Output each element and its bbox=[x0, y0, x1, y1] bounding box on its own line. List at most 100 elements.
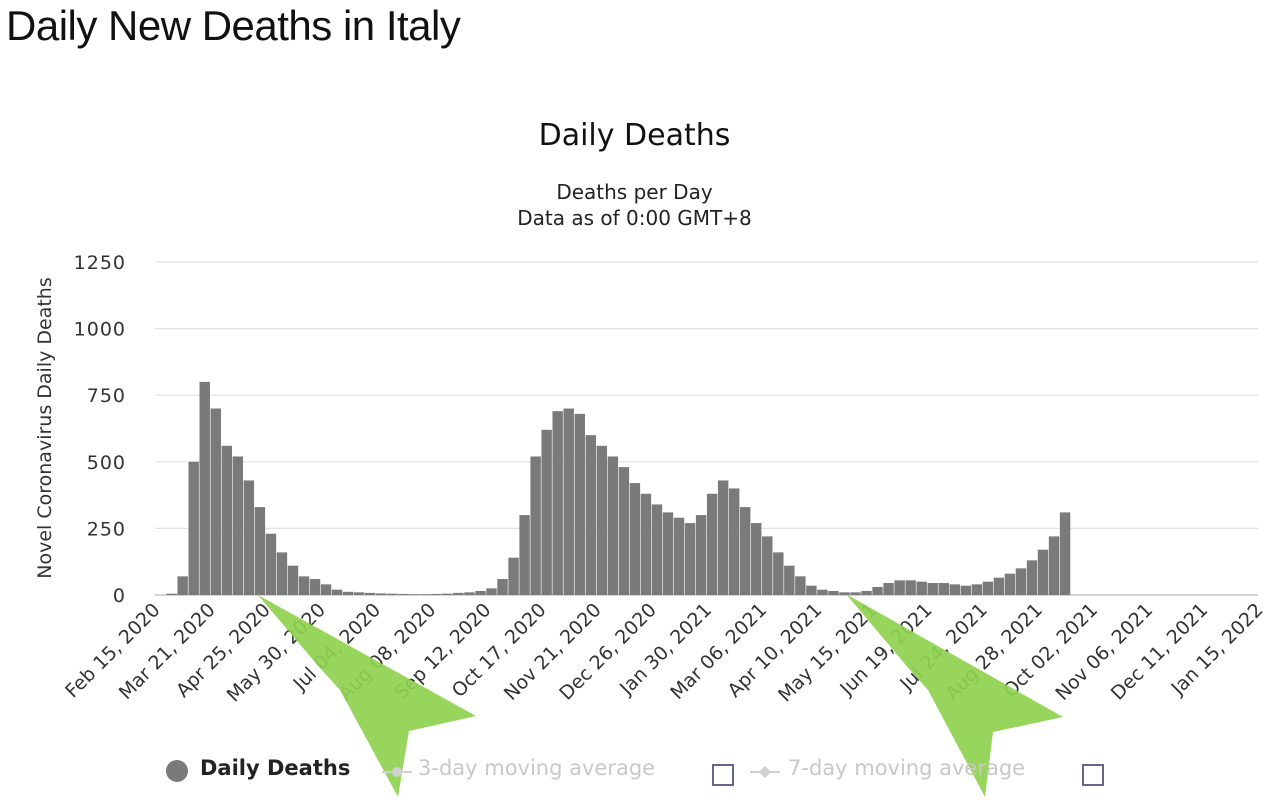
bar-daily-deaths[interactable] bbox=[927, 583, 938, 595]
bar-daily-deaths[interactable] bbox=[894, 580, 905, 595]
bar-daily-deaths[interactable] bbox=[949, 584, 960, 595]
bar-daily-deaths[interactable] bbox=[276, 552, 288, 595]
bar-daily-deaths[interactable] bbox=[331, 589, 343, 595]
bar-daily-deaths[interactable] bbox=[464, 592, 475, 595]
bar-daily-deaths[interactable] bbox=[552, 411, 563, 595]
bar-daily-deaths[interactable] bbox=[1026, 560, 1038, 595]
x-tick-label: Dec 26, 2020 bbox=[555, 599, 661, 705]
bar-daily-deaths[interactable] bbox=[1004, 573, 1016, 595]
legend-item-7day-average[interactable]: 7-day moving average bbox=[788, 756, 1026, 780]
y-axis-ticks: 0 250 500 750 1000 1250 bbox=[74, 252, 126, 607]
bar-daily-deaths[interactable] bbox=[585, 435, 596, 595]
bar-daily-deaths[interactable] bbox=[188, 461, 199, 595]
bar-daily-deaths[interactable] bbox=[519, 515, 530, 595]
legend-line-marker-7day-icon[interactable] bbox=[750, 762, 780, 782]
bar-daily-deaths[interactable] bbox=[177, 576, 188, 595]
legend-checkbox-7day[interactable] bbox=[1082, 764, 1104, 786]
bar-daily-deaths[interactable] bbox=[982, 581, 994, 595]
legend-item-3day-average[interactable]: 3-day moving average bbox=[418, 756, 656, 780]
bar-daily-deaths[interactable] bbox=[563, 408, 574, 595]
bar-daily-deaths[interactable] bbox=[420, 594, 431, 595]
bar-daily-deaths[interactable] bbox=[199, 381, 210, 595]
bar-daily-deaths[interactable] bbox=[497, 579, 508, 595]
bar-daily-deaths[interactable] bbox=[320, 584, 332, 595]
annotation-arrow-left-icon bbox=[258, 595, 476, 797]
bar-daily-deaths[interactable] bbox=[342, 591, 354, 595]
bar-daily-deaths[interactable] bbox=[806, 585, 817, 595]
bar-daily-deaths[interactable] bbox=[971, 584, 983, 595]
bar-daily-deaths[interactable] bbox=[795, 576, 806, 595]
bar-daily-deaths[interactable] bbox=[376, 593, 387, 595]
chart-subtitle-line-1: Deaths per Day bbox=[556, 180, 713, 204]
bar-daily-deaths[interactable] bbox=[596, 445, 608, 595]
bar-daily-deaths[interactable] bbox=[409, 594, 420, 595]
legend-checkbox-3day[interactable] bbox=[712, 764, 734, 786]
bar-daily-deaths[interactable] bbox=[1037, 549, 1049, 595]
bar-daily-deaths[interactable] bbox=[993, 577, 1005, 595]
bar-daily-deaths[interactable] bbox=[762, 536, 773, 595]
bar-daily-deaths[interactable] bbox=[265, 533, 277, 595]
bar-daily-deaths[interactable] bbox=[1059, 512, 1071, 595]
x-tick-label: Nov 06, 2021 bbox=[1051, 599, 1157, 705]
bar-daily-deaths[interactable] bbox=[850, 592, 861, 595]
bar-daily-deaths[interactable] bbox=[541, 429, 552, 595]
bar-daily-deaths[interactable] bbox=[828, 591, 839, 595]
bar-daily-deaths[interactable] bbox=[905, 580, 916, 595]
bar-daily-deaths[interactable] bbox=[453, 592, 464, 595]
bar-daily-deaths[interactable] bbox=[1048, 536, 1060, 595]
bar-daily-deaths[interactable] bbox=[530, 456, 541, 595]
bar-daily-deaths[interactable] bbox=[706, 493, 718, 595]
y-tick-label: 250 bbox=[87, 518, 126, 540]
bar-daily-deaths[interactable] bbox=[398, 593, 409, 595]
bar-daily-deaths[interactable] bbox=[254, 507, 266, 595]
legend-line-marker-3day-icon[interactable] bbox=[382, 762, 412, 782]
bar-daily-deaths[interactable] bbox=[739, 507, 751, 595]
x-tick-label: Nov 21, 2020 bbox=[500, 599, 606, 705]
legend-marker-daily-deaths-icon[interactable] bbox=[166, 760, 188, 782]
bar-daily-deaths[interactable] bbox=[916, 581, 927, 595]
bar-daily-deaths[interactable] bbox=[243, 480, 255, 595]
bar-daily-deaths[interactable] bbox=[728, 488, 740, 595]
bar-daily-deaths[interactable] bbox=[640, 493, 652, 595]
bar-daily-deaths[interactable] bbox=[773, 552, 784, 595]
bar-daily-deaths[interactable] bbox=[166, 593, 177, 595]
bar-daily-deaths[interactable] bbox=[817, 589, 828, 595]
bar-daily-deaths[interactable] bbox=[938, 583, 949, 595]
bar-daily-deaths[interactable] bbox=[883, 583, 894, 595]
bar-daily-deaths[interactable] bbox=[210, 408, 221, 595]
bar-daily-deaths[interactable] bbox=[287, 565, 299, 595]
bar-daily-deaths[interactable] bbox=[784, 565, 795, 595]
bar-daily-deaths[interactable] bbox=[872, 587, 883, 595]
bar-daily-deaths[interactable] bbox=[629, 483, 641, 595]
bar-daily-deaths[interactable] bbox=[442, 593, 453, 595]
bar-daily-deaths[interactable] bbox=[861, 591, 872, 595]
bar-daily-deaths[interactable] bbox=[695, 515, 707, 595]
bar-daily-deaths[interactable] bbox=[431, 593, 442, 595]
bar-daily-deaths[interactable] bbox=[387, 593, 398, 595]
bar-daily-deaths[interactable] bbox=[651, 504, 663, 595]
bar-daily-deaths[interactable] bbox=[353, 592, 365, 595]
bar-daily-deaths[interactable] bbox=[618, 467, 630, 595]
bar-daily-deaths[interactable] bbox=[221, 445, 233, 595]
bar-daily-deaths[interactable] bbox=[364, 592, 376, 595]
bar-daily-deaths[interactable] bbox=[607, 456, 619, 595]
legend-item-daily-deaths[interactable]: Daily Deaths bbox=[200, 756, 351, 780]
bar-daily-deaths[interactable] bbox=[751, 523, 762, 595]
bar-daily-deaths[interactable] bbox=[960, 585, 972, 595]
bar-daily-deaths[interactable] bbox=[298, 576, 310, 595]
bar-daily-deaths[interactable] bbox=[717, 480, 729, 595]
bar-daily-deaths[interactable] bbox=[475, 591, 486, 595]
bar-daily-deaths[interactable] bbox=[839, 592, 850, 595]
bar-daily-deaths[interactable] bbox=[1015, 568, 1027, 595]
bar-daily-deaths[interactable] bbox=[232, 456, 244, 595]
bar-daily-deaths[interactable] bbox=[486, 588, 497, 595]
bar-daily-deaths[interactable] bbox=[309, 579, 321, 595]
bar-daily-deaths[interactable] bbox=[508, 557, 519, 595]
bar-daily-deaths[interactable] bbox=[574, 413, 585, 595]
bar-daily-deaths[interactable] bbox=[662, 512, 674, 595]
chart-subtitle-line-2: Data as of 0:00 GMT+8 bbox=[517, 206, 752, 230]
bar-daily-deaths[interactable] bbox=[684, 523, 696, 595]
bar-daily-deaths[interactable] bbox=[673, 517, 685, 595]
